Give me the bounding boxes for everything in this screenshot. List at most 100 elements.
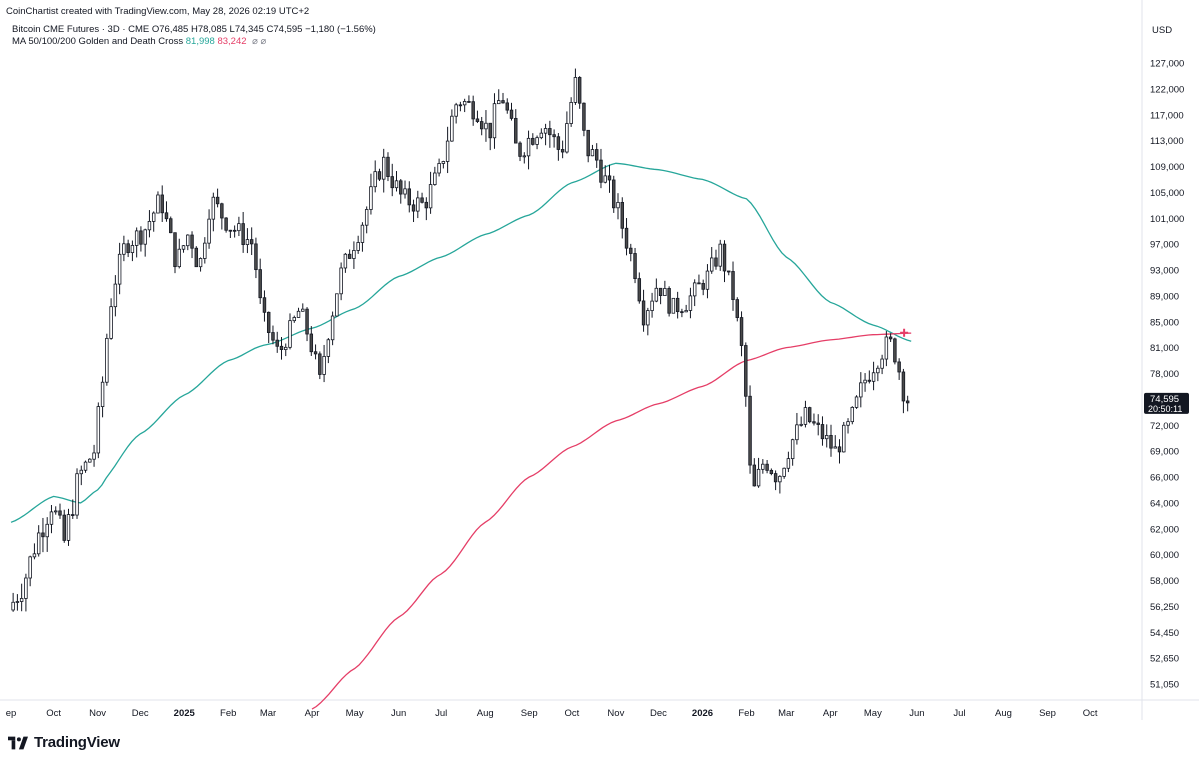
candle[interactable] — [850, 406, 855, 425]
candle[interactable] — [573, 68, 578, 105]
candle[interactable] — [428, 171, 433, 214]
candle[interactable] — [28, 555, 32, 587]
candle[interactable] — [318, 351, 322, 380]
candle[interactable] — [296, 307, 301, 318]
tradingview-logo[interactable]: TradingView — [8, 734, 120, 751]
candle[interactable] — [658, 287, 663, 305]
candle[interactable] — [258, 258, 262, 304]
candle[interactable] — [369, 173, 373, 215]
candle[interactable] — [842, 421, 846, 453]
candle[interactable] — [765, 460, 769, 474]
candle[interactable] — [548, 120, 552, 148]
candle[interactable] — [560, 140, 565, 159]
candle[interactable] — [633, 247, 637, 284]
candle[interactable] — [313, 344, 318, 360]
candle[interactable] — [54, 506, 58, 515]
candle[interactable] — [612, 175, 616, 213]
candle[interactable] — [450, 109, 454, 142]
candle[interactable] — [709, 246, 714, 274]
candle[interactable] — [509, 102, 514, 121]
candle[interactable] — [100, 376, 105, 418]
candle[interactable] — [518, 141, 522, 162]
candle[interactable] — [667, 286, 671, 317]
candle[interactable] — [83, 460, 88, 473]
candle[interactable] — [739, 311, 744, 357]
candle[interactable] — [624, 218, 629, 256]
symbol-legend[interactable]: Bitcoin CME Futures · 3D · CME O76,485 H… — [12, 24, 376, 35]
candle[interactable] — [186, 234, 190, 251]
candle[interactable] — [475, 110, 480, 124]
candle[interactable] — [769, 468, 774, 476]
candle[interactable] — [680, 308, 684, 318]
candle[interactable] — [335, 293, 339, 317]
candle[interactable] — [292, 315, 296, 323]
candle[interactable] — [203, 237, 207, 264]
candle[interactable] — [420, 192, 424, 204]
candle[interactable] — [322, 344, 326, 383]
candle[interactable] — [501, 92, 505, 104]
candle[interactable] — [761, 459, 765, 474]
candle[interactable] — [871, 361, 876, 391]
candle[interactable] — [905, 395, 910, 412]
candle[interactable] — [347, 249, 352, 259]
candle[interactable] — [301, 303, 305, 312]
candle[interactable] — [646, 307, 650, 336]
candle[interactable] — [603, 165, 607, 184]
candle[interactable] — [735, 297, 739, 322]
candle[interactable] — [232, 225, 237, 238]
candle[interactable] — [15, 594, 20, 611]
candle[interactable] — [522, 152, 527, 164]
candle[interactable] — [620, 197, 624, 239]
candle[interactable] — [92, 444, 96, 467]
candle[interactable] — [616, 193, 620, 220]
candle[interactable] — [543, 123, 548, 146]
candle[interactable] — [224, 217, 228, 233]
candle[interactable] — [526, 130, 531, 170]
candle[interactable] — [807, 406, 812, 424]
candle[interactable] — [825, 424, 829, 448]
candle[interactable] — [445, 126, 450, 174]
candle[interactable] — [113, 275, 118, 317]
candle[interactable] — [471, 95, 475, 126]
candle[interactable] — [79, 465, 84, 486]
indicator-legend[interactable]: MA 50/100/200 Golden and Death Cross 81,… — [12, 36, 266, 47]
candle[interactable] — [714, 249, 718, 270]
candle[interactable] — [433, 166, 437, 186]
candle[interactable] — [411, 199, 416, 223]
candle[interactable] — [24, 573, 28, 612]
candle[interactable] — [722, 240, 727, 283]
candle[interactable] — [607, 164, 612, 193]
candle[interactable] — [880, 354, 884, 375]
candle[interactable] — [356, 235, 360, 254]
candle[interactable] — [211, 192, 216, 232]
candle[interactable] — [867, 370, 872, 384]
candle[interactable] — [245, 228, 250, 254]
candle[interactable] — [820, 416, 825, 446]
candle[interactable] — [424, 197, 429, 221]
candle[interactable] — [122, 235, 126, 262]
candle[interactable] — [266, 311, 271, 344]
time-axis[interactable]: ep Oct Nov Dec 2025 Feb Mar Apr May Jun Jul Aug Sep O… — [6, 708, 1098, 719]
candle[interactable] — [41, 517, 45, 553]
candle[interactable] — [833, 435, 837, 449]
candle[interactable] — [386, 152, 390, 182]
candle[interactable] — [594, 143, 599, 168]
candle[interactable] — [535, 135, 539, 150]
candle[interactable] — [684, 304, 688, 313]
candle[interactable] — [731, 261, 735, 311]
candle[interactable] — [484, 110, 488, 142]
candle[interactable] — [169, 216, 173, 234]
candle[interactable] — [164, 201, 169, 222]
candle[interactable] — [701, 279, 705, 296]
candle[interactable] — [352, 241, 356, 269]
candle[interactable] — [284, 343, 288, 357]
candle[interactable] — [130, 240, 135, 262]
candle[interactable] — [748, 385, 752, 474]
candle[interactable] — [403, 180, 407, 199]
candle[interactable] — [901, 368, 906, 414]
candle[interactable] — [692, 279, 697, 307]
candle[interactable] — [586, 129, 590, 163]
candle[interactable] — [671, 297, 676, 314]
candle[interactable] — [778, 475, 782, 494]
